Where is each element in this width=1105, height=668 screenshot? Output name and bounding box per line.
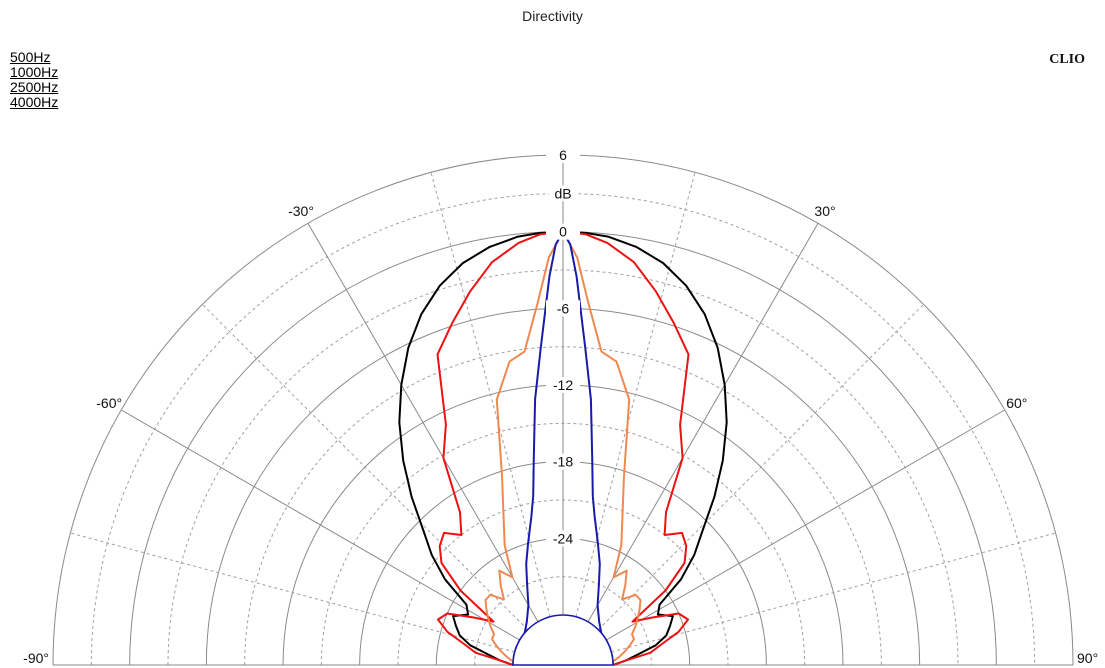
angle-tick-label: -30°	[288, 203, 314, 219]
grid-spoke	[307, 223, 539, 622]
grid-spoke	[598, 304, 924, 630]
radial-tick-label-bg	[546, 530, 580, 547]
legend-entry-4000hz: 4000Hz	[10, 94, 59, 110]
radial-tick-label-bg	[546, 453, 580, 470]
grid-spoke	[202, 304, 528, 630]
angle-tick-label: -90°	[23, 650, 49, 666]
polar-labels: 6 0 -6 -12 -18 -24 dB -90° -60° -30° 30° 60° 90°	[23, 147, 1098, 666]
grid-spoke	[430, 172, 551, 617]
unit-label: dB	[554, 185, 571, 201]
radial-tick-label: -12	[553, 377, 573, 393]
grid-spoke	[611, 532, 1056, 653]
chart-title: Directivity	[522, 8, 583, 24]
radial-tick-label-bg	[546, 377, 580, 393]
polar-traces	[398, 230, 728, 666]
legend-entry-2500hz: 2500Hz	[10, 79, 59, 95]
radial-tick-label-bg	[546, 300, 580, 317]
angle-tick-label: 90°	[1077, 650, 1098, 666]
center-hub	[512, 614, 614, 666]
legend-entry-500hz: 500Hz	[10, 49, 51, 65]
radial-tick-label-bg	[546, 147, 580, 163]
legend: 500Hz 1000Hz 2500Hz 4000Hz	[10, 50, 58, 110]
angle-tick-label: 60°	[1006, 395, 1027, 411]
unit-label-bg	[549, 185, 577, 202]
legend-entry-1000hz: 1000Hz	[10, 64, 59, 80]
angle-tick-label: -60°	[96, 395, 122, 411]
grid-spoke	[606, 409, 1005, 641]
grid-spoke	[70, 532, 515, 653]
brand-label: CLIO	[1049, 52, 1085, 67]
grid-spoke	[121, 409, 520, 641]
radial-tick-label: 0	[559, 224, 567, 240]
radial-tick-label: -6	[557, 300, 570, 316]
radial-tick-label: 6	[559, 147, 567, 163]
angle-tick-label: 30°	[814, 203, 835, 219]
radial-tick-label: -24	[553, 530, 573, 546]
radial-tick-label: -18	[553, 454, 573, 470]
grid-spoke	[587, 223, 819, 622]
grid-spoke	[575, 172, 696, 617]
radial-tick-label-bg	[546, 223, 580, 240]
